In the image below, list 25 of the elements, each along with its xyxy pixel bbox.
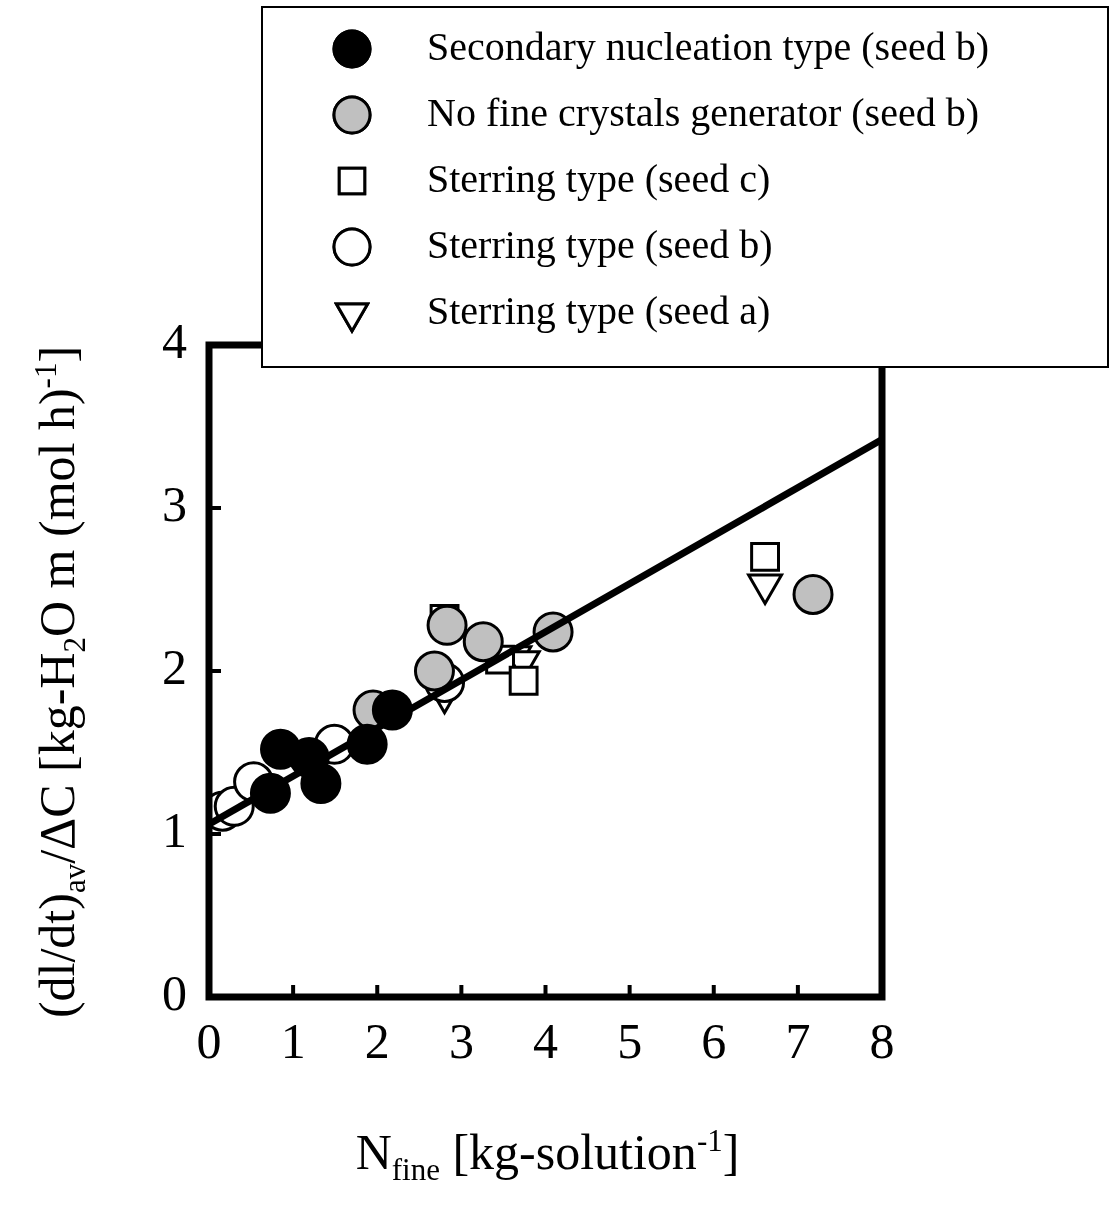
legend-label: Sterring type (seed c) — [427, 155, 771, 201]
x-axis-title: N$_{fine}$ [kg-solution$^{-1}$] — [354, 1123, 741, 1187]
y-tick-label: 4 — [162, 313, 187, 370]
y-tick-label: 0 — [162, 965, 187, 1022]
point — [508, 665, 539, 696]
x-tick-label: 2 — [364, 1013, 390, 1070]
point — [462, 621, 504, 663]
x-tick-label: 7 — [785, 1013, 811, 1070]
legend-label: Secondary nucleation type (seed b) — [427, 23, 990, 69]
y-tick-label: 2 — [162, 639, 187, 696]
x-tick-label: 1 — [280, 1013, 306, 1070]
x-tick-label: 5 — [617, 1013, 643, 1070]
point — [792, 573, 834, 615]
y-tick-label: 1 — [162, 802, 187, 859]
x-tick-label: 4 — [533, 1013, 558, 1070]
point — [413, 650, 455, 692]
x-tick-label: 6 — [701, 1013, 727, 1070]
point — [300, 762, 342, 804]
point — [750, 541, 780, 572]
legend-label: No fine crystals generator (seed b) — [427, 89, 979, 135]
x-tick-label: 3 — [448, 1013, 474, 1070]
legend-label: Sterring type (seed a) — [427, 287, 771, 333]
x-tick-label: 8 — [869, 1013, 895, 1070]
legend-label: Sterring type (seed b) — [427, 221, 773, 267]
y-tick-label: 3 — [162, 476, 187, 533]
